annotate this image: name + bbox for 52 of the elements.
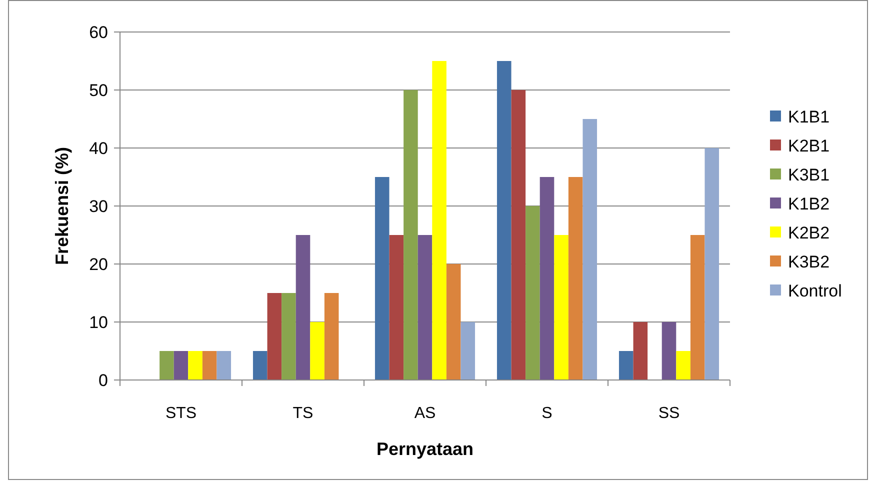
bar	[252, 351, 268, 380]
bar	[446, 264, 461, 380]
legend-label: K3B1	[788, 165, 830, 184]
x-tick-label: STS	[165, 405, 197, 422]
bar	[202, 351, 217, 380]
bar	[374, 177, 390, 380]
y-tick-label: 10	[89, 312, 108, 332]
bar	[267, 293, 282, 380]
bar	[582, 119, 598, 380]
y-tick-label: 40	[89, 138, 108, 158]
bar	[568, 177, 583, 380]
bar	[618, 351, 634, 380]
bar	[633, 322, 648, 380]
bar	[540, 177, 554, 380]
bar	[282, 293, 296, 380]
bar	[188, 351, 202, 380]
y-tick-label: 30	[89, 196, 108, 216]
bar	[676, 351, 690, 380]
x-tick-label: TS	[292, 405, 314, 422]
legend-label: Kontrol	[788, 281, 842, 300]
y-tick-label: 50	[89, 80, 108, 100]
bar	[418, 235, 432, 380]
bar	[160, 351, 174, 380]
bar	[690, 235, 705, 380]
y-axis-title: Frekuensi (%)	[52, 146, 72, 266]
bar	[554, 235, 568, 380]
legend-label: K2B1	[788, 136, 830, 156]
bar	[174, 351, 188, 380]
legend-label: K2B2	[788, 223, 830, 242]
legend-label: K1B1	[788, 107, 830, 126]
bar	[496, 61, 512, 380]
bar	[662, 322, 676, 380]
bar	[511, 90, 526, 380]
y-tick-label: 0	[98, 370, 108, 390]
bar	[389, 235, 404, 380]
bar	[404, 90, 418, 380]
x-tick-label: SS	[658, 405, 680, 422]
bar	[324, 293, 339, 380]
x-axis-title: Pernyataan	[376, 439, 474, 459]
bar	[526, 206, 540, 380]
bar	[216, 351, 232, 380]
bar	[296, 235, 310, 380]
y-tick-label: 60	[89, 22, 108, 42]
bar	[432, 61, 446, 380]
y-tick-label: 20	[89, 254, 108, 274]
legend-label: K1B2	[788, 194, 830, 214]
bar	[704, 148, 720, 380]
legend-label: K3B2	[788, 252, 830, 272]
x-tick-label: S	[542, 405, 552, 422]
bar	[310, 322, 324, 380]
bar	[460, 322, 476, 380]
x-tick-label: AS	[414, 405, 436, 422]
